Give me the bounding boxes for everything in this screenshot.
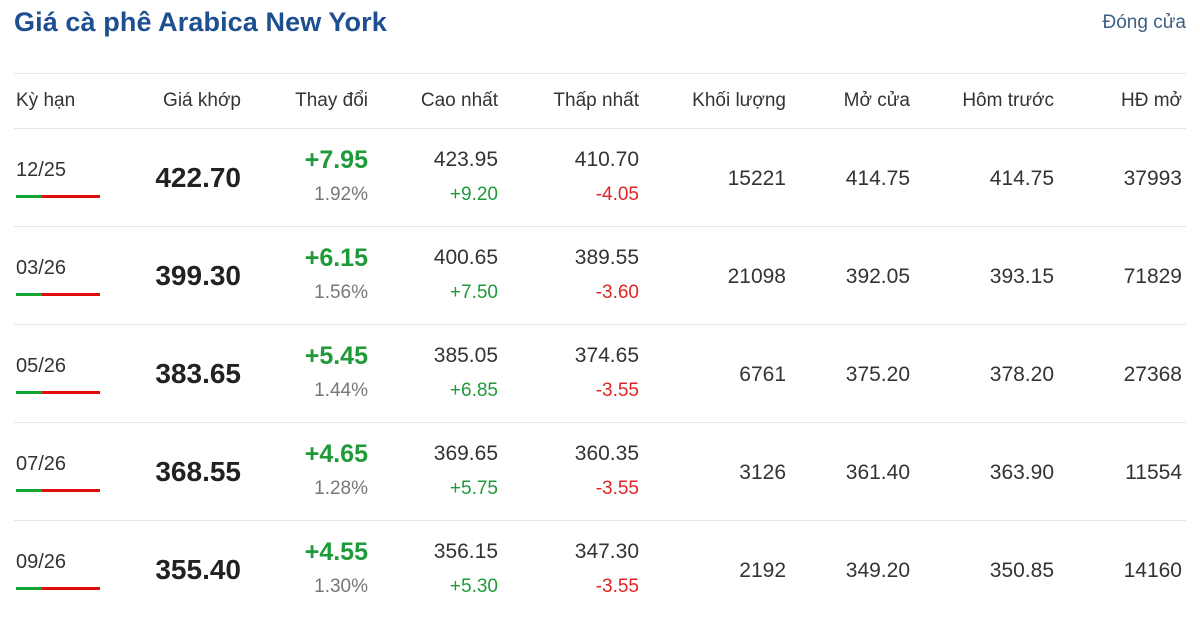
open-price: 414.75 (845, 167, 910, 190)
last-price: 355.40 (155, 554, 241, 585)
high-price: 369.65 (433, 442, 498, 465)
previous-close: 393.15 (989, 265, 1054, 288)
high-price: 400.65 (433, 246, 498, 269)
change-percent: 1.44% (314, 380, 368, 401)
low-diff: -3.55 (595, 478, 639, 499)
volume: 2192 (739, 559, 786, 582)
col-price: Giá khớp (163, 90, 241, 111)
term-label: 09/26 (16, 551, 67, 573)
price-change: +4.65 (304, 440, 368, 468)
last-price: 368.55 (155, 456, 241, 487)
high-price: 423.95 (433, 148, 498, 171)
low-diff: -4.05 (595, 184, 639, 205)
volume: 21098 (727, 265, 786, 288)
col-high: Cao nhất (420, 90, 498, 111)
page-title: Giá cà phê Arabica New York (14, 7, 387, 37)
change-percent: 1.92% (314, 184, 368, 205)
last-price: 399.30 (155, 260, 241, 291)
market-status: Đóng cửa (1102, 12, 1187, 33)
volume: 3126 (739, 461, 786, 484)
low-diff: -3.60 (595, 282, 639, 303)
price-change: +5.45 (304, 342, 368, 370)
page-header: Giá cà phê Arabica New York Đóng cửa (0, 0, 1200, 60)
change-percent: 1.28% (314, 478, 368, 499)
col-volume: Khối lượng (692, 90, 786, 111)
col-prev: Hôm trước (962, 90, 1054, 111)
open-price: 349.20 (845, 559, 910, 582)
high-diff: +5.75 (449, 478, 498, 499)
previous-close: 378.20 (989, 363, 1054, 386)
low-price: 410.70 (574, 148, 639, 171)
open-interest: 71829 (1123, 265, 1182, 288)
term-label: 05/26 (16, 355, 67, 377)
open-price: 361.40 (845, 461, 910, 484)
low-diff: -3.55 (595, 576, 639, 597)
low-price: 374.65 (574, 344, 639, 367)
col-low: Thấp nhất (553, 90, 639, 111)
price-change: +7.95 (304, 146, 368, 174)
change-percent: 1.30% (314, 576, 368, 597)
previous-close: 350.85 (989, 559, 1054, 582)
table-row[interactable]: 03/26 399.30 +6.15 1.56% 400.65 +7.50 38… (14, 227, 1186, 325)
table-row[interactable]: 05/26 383.65 +5.45 1.44% 385.05 +6.85 37… (14, 325, 1186, 423)
open-interest: 14160 (1123, 559, 1182, 582)
last-price: 422.70 (155, 162, 241, 193)
last-price: 383.65 (155, 358, 241, 389)
table-header: Kỳ hạn Giá khớp Thay đổi Cao nhất Thấp n… (14, 73, 1186, 129)
volume: 15221 (727, 167, 786, 190)
col-open-interest: HĐ mở (1120, 90, 1182, 111)
low-price: 360.35 (574, 442, 639, 465)
low-price: 347.30 (574, 540, 639, 563)
term-label: 12/25 (16, 159, 67, 181)
volume: 6761 (739, 363, 786, 386)
open-interest: 37993 (1123, 167, 1182, 190)
range-bar (16, 391, 100, 394)
open-interest: 11554 (1125, 461, 1182, 484)
previous-close: 363.90 (989, 461, 1054, 484)
price-change: +4.55 (304, 538, 368, 566)
range-bar (16, 489, 100, 492)
col-term: Kỳ hạn (16, 90, 76, 111)
high-diff: +6.85 (449, 380, 498, 401)
low-diff: -3.55 (595, 380, 639, 401)
change-percent: 1.56% (314, 282, 368, 303)
table-row[interactable]: 12/25 422.70 +7.95 1.92% 423.95 +9.20 41… (14, 129, 1186, 227)
price-change: +6.15 (304, 244, 368, 272)
open-price: 392.05 (845, 265, 910, 288)
futures-table: Kỳ hạn Giá khớp Thay đổi Cao nhất Thấp n… (14, 73, 1186, 619)
col-change: Thay đổi (295, 90, 368, 111)
term-label: 07/26 (16, 453, 67, 475)
high-price: 356.15 (433, 540, 498, 563)
high-diff: +7.50 (449, 282, 498, 303)
col-open: Mở cửa (843, 90, 910, 111)
range-bar (16, 587, 100, 590)
term-label: 03/26 (16, 257, 67, 279)
high-price: 385.05 (433, 344, 498, 367)
range-bar (16, 195, 100, 198)
low-price: 389.55 (574, 246, 639, 269)
table-row[interactable]: 09/26 355.40 +4.55 1.30% 356.15 +5.30 34… (14, 521, 1186, 619)
open-interest: 27368 (1123, 363, 1182, 386)
high-diff: +5.30 (449, 576, 498, 597)
high-diff: +9.20 (449, 184, 498, 205)
table-row[interactable]: 07/26 368.55 +4.65 1.28% 369.65 +5.75 36… (14, 423, 1186, 521)
open-price: 375.20 (845, 363, 910, 386)
previous-close: 414.75 (989, 167, 1054, 190)
range-bar (16, 293, 100, 296)
